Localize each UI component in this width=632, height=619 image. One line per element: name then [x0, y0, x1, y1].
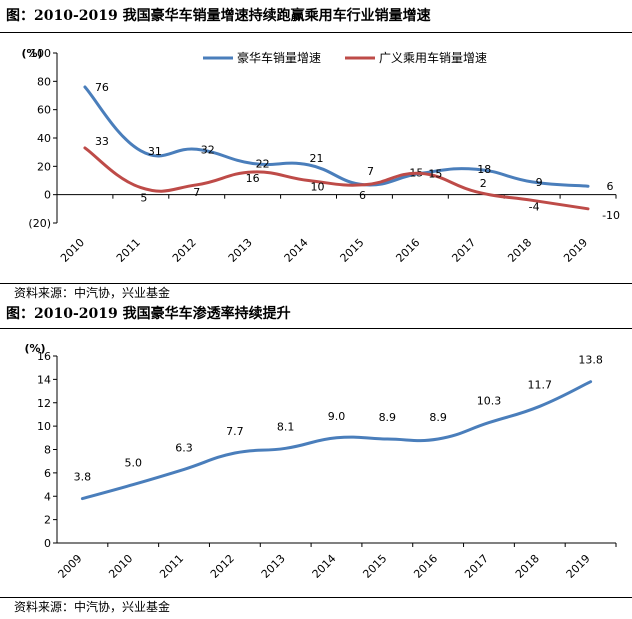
data-label: -10	[602, 209, 620, 222]
data-label: 10.3	[477, 395, 502, 408]
data-label: 7	[193, 186, 200, 199]
data-label: 9.0	[328, 410, 346, 423]
x-tick-label: 2013	[259, 552, 288, 581]
series-line-1	[83, 85, 590, 188]
x-tick-label: 2017	[449, 236, 478, 265]
figure2-source: 资料来源：中汽协，兴业基金	[14, 600, 171, 614]
x-tick-label: 2019	[561, 236, 590, 265]
y-tick-label: 10	[37, 420, 51, 433]
data-label: 8.1	[277, 420, 295, 433]
y-tick-label: 20	[37, 160, 51, 173]
data-label: 22	[256, 158, 270, 171]
y-tick-label: 0	[44, 189, 51, 202]
x-tick-label: 2013	[226, 236, 255, 265]
data-label: 32	[201, 143, 215, 156]
data-label: 31	[148, 145, 162, 158]
data-label: 5	[140, 192, 147, 205]
data-label: 5.0	[124, 457, 142, 470]
data-label: 7	[367, 165, 374, 178]
chart-penetration-rate: 0 2 4 6 8 10 12 14 16(%) 2009 2010 2011 2012 2013 2014…	[24, 342, 617, 581]
data-label: 6	[607, 180, 614, 193]
x-tick-label: 2015	[338, 236, 367, 265]
x-tick-label: 2018	[513, 552, 542, 581]
series-line-1	[80, 380, 593, 501]
y-tick-label: (20)	[28, 217, 51, 230]
data-label: -4	[529, 200, 540, 213]
x-tick-label: 2019	[564, 552, 593, 581]
series-line-2	[83, 146, 590, 211]
data-label: 76	[95, 81, 109, 94]
y-tick-label: 60	[37, 104, 51, 117]
y-tick-label: 6	[44, 467, 51, 480]
figure2-source-rule	[0, 597, 632, 598]
unit-label: (%)	[21, 47, 42, 60]
data-label: 16	[246, 172, 260, 185]
data-label: 9	[536, 176, 543, 189]
x-tick-label: 2012	[170, 236, 199, 265]
data-label: 3.8	[74, 471, 92, 484]
x-tick-label: 2012	[208, 552, 237, 581]
y-tick-label: 40	[37, 132, 51, 145]
x-tick-label: 2017	[462, 552, 491, 581]
y-tick-label: 2	[44, 514, 51, 527]
data-label: 18	[477, 163, 491, 176]
figure1-title: 图：2010-2019 我国豪华车销量增速持续跑赢乘用车行业销量增速	[6, 8, 431, 24]
data-label: 2	[480, 177, 487, 190]
x-tick-label: 2014	[282, 236, 311, 265]
x-tick-label: 2009	[56, 552, 85, 581]
y-tick-label: 4	[44, 490, 51, 503]
x-tick-label: 2011	[114, 236, 143, 265]
figure2-title-rule	[0, 328, 632, 329]
x-tick-label: 2014	[310, 552, 339, 581]
x-tick-label: 2010	[106, 552, 135, 581]
data-label: 33	[95, 135, 109, 148]
x-tick-label: 2010	[58, 236, 87, 265]
data-label: 10	[311, 181, 325, 194]
figure1-source-rule	[0, 283, 632, 284]
y-tick-label: 0	[44, 537, 51, 550]
legend-label: 广义乘用车销量增速	[379, 50, 487, 65]
data-label: 6.3	[175, 441, 193, 454]
x-tick-label: 2018	[505, 236, 534, 265]
x-tick-label: 2015	[360, 552, 389, 581]
x-tick-label: 2016	[411, 552, 440, 581]
y-tick-label: 80	[37, 75, 51, 88]
data-label: 13.8	[578, 354, 603, 367]
y-tick-label: 12	[37, 397, 51, 410]
data-label: 8.9	[429, 411, 447, 424]
data-label: 11.7	[528, 378, 553, 391]
data-label: 21	[310, 152, 324, 165]
y-tick-label: 14	[37, 373, 51, 386]
chart-sales-growth: (20) 0 20 40 60 80 100(%) 2010 2011 2012 2013 2014 2…	[21, 47, 620, 265]
data-label: 6	[359, 189, 366, 202]
data-label: 15	[428, 167, 442, 180]
figure2-title: 图：2010-2019 我国豪华车渗透率持续提升	[6, 306, 291, 322]
x-tick-label: 2011	[157, 552, 186, 581]
data-label: 8.9	[379, 411, 397, 424]
legend-label: 豪华车销量增速	[237, 50, 321, 65]
y-tick-label: 100	[30, 47, 51, 60]
figure1-title-rule	[0, 32, 632, 33]
data-label: 7.7	[226, 425, 244, 438]
figure1-source: 资料来源：中汽协，兴业基金	[14, 286, 171, 300]
unit-label: (%)	[24, 342, 45, 355]
y-tick-label: 8	[44, 444, 51, 457]
x-tick-label: 2016	[393, 236, 422, 265]
y-tick-label: 16	[37, 350, 51, 363]
